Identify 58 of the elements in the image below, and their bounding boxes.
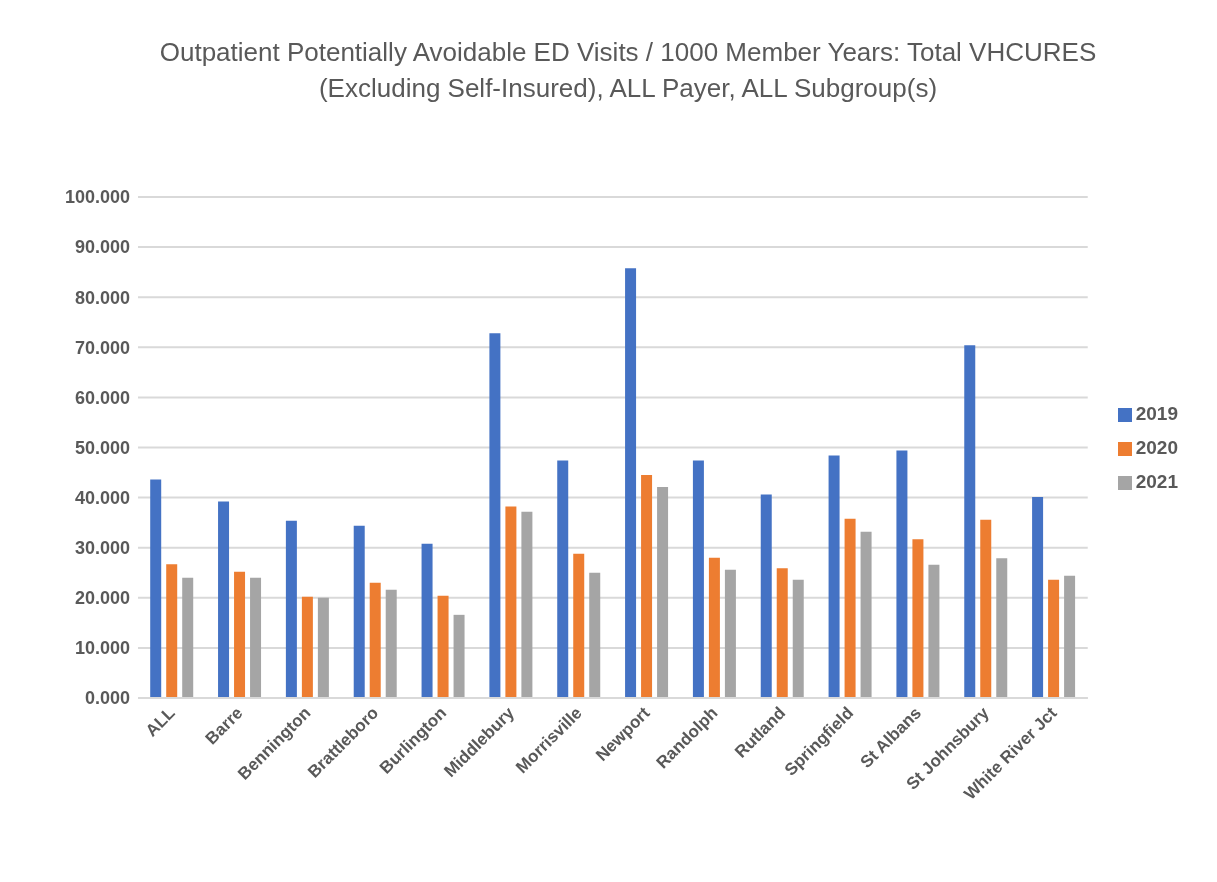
bar xyxy=(421,543,433,698)
bar xyxy=(150,479,162,698)
bar xyxy=(182,577,194,698)
y-tick-label: 70.000 xyxy=(74,337,130,358)
bar xyxy=(928,564,940,698)
bar xyxy=(521,511,533,698)
y-tick-label: 50.000 xyxy=(74,437,130,458)
bar xyxy=(489,333,501,698)
legend-label: 2019 xyxy=(1135,403,1178,424)
bar xyxy=(776,568,788,698)
bar xyxy=(385,589,397,698)
bar xyxy=(625,268,637,698)
bar xyxy=(657,487,669,698)
bar xyxy=(353,525,365,698)
bar xyxy=(1048,579,1060,698)
bar xyxy=(708,557,720,698)
y-tick-label: 90.000 xyxy=(74,237,130,258)
legend-label: 2020 xyxy=(1135,437,1178,458)
y-tick-label: 20.000 xyxy=(74,588,130,609)
bar xyxy=(453,614,465,698)
x-tick-label: ALL xyxy=(141,703,179,741)
y-tick-label: 40.000 xyxy=(74,487,130,508)
bar xyxy=(301,596,313,698)
bar xyxy=(844,518,856,698)
bar xyxy=(437,595,449,698)
bar xyxy=(792,579,804,698)
y-tick-label: 10.000 xyxy=(74,638,130,659)
bar xyxy=(285,520,297,698)
bar xyxy=(166,564,178,698)
legend-label: 2021 xyxy=(1135,471,1178,492)
bar xyxy=(996,558,1008,698)
bar xyxy=(573,553,585,698)
bar xyxy=(828,455,840,698)
bar xyxy=(1032,497,1044,698)
bar xyxy=(250,577,262,698)
bar xyxy=(912,539,924,698)
bar xyxy=(692,460,704,698)
bar xyxy=(218,501,230,698)
bar xyxy=(317,597,329,698)
y-tick-label: 30.000 xyxy=(74,538,130,559)
y-tick-label: 80.000 xyxy=(74,287,130,308)
bar xyxy=(505,506,517,698)
bar xyxy=(980,519,992,698)
bar xyxy=(641,475,653,698)
bar xyxy=(369,582,381,698)
bar xyxy=(760,494,772,698)
bar xyxy=(557,460,569,698)
y-tick-label: 0.000 xyxy=(84,688,130,709)
bar xyxy=(896,450,908,698)
bar xyxy=(724,569,736,698)
y-tick-label: 100.000 xyxy=(64,187,130,208)
bar xyxy=(1064,575,1076,698)
bar xyxy=(234,571,246,698)
bar xyxy=(860,531,872,698)
chart-title: Outpatient Potentially Avoidable ED Visits / 1000 Member Years: Total VHCURES (Excluding Self-Insured), ALL Payer, ALL Subgroup(s) xyxy=(158,36,1098,105)
bar xyxy=(964,345,976,698)
bar xyxy=(589,572,601,698)
y-tick-label: 60.000 xyxy=(74,387,130,408)
